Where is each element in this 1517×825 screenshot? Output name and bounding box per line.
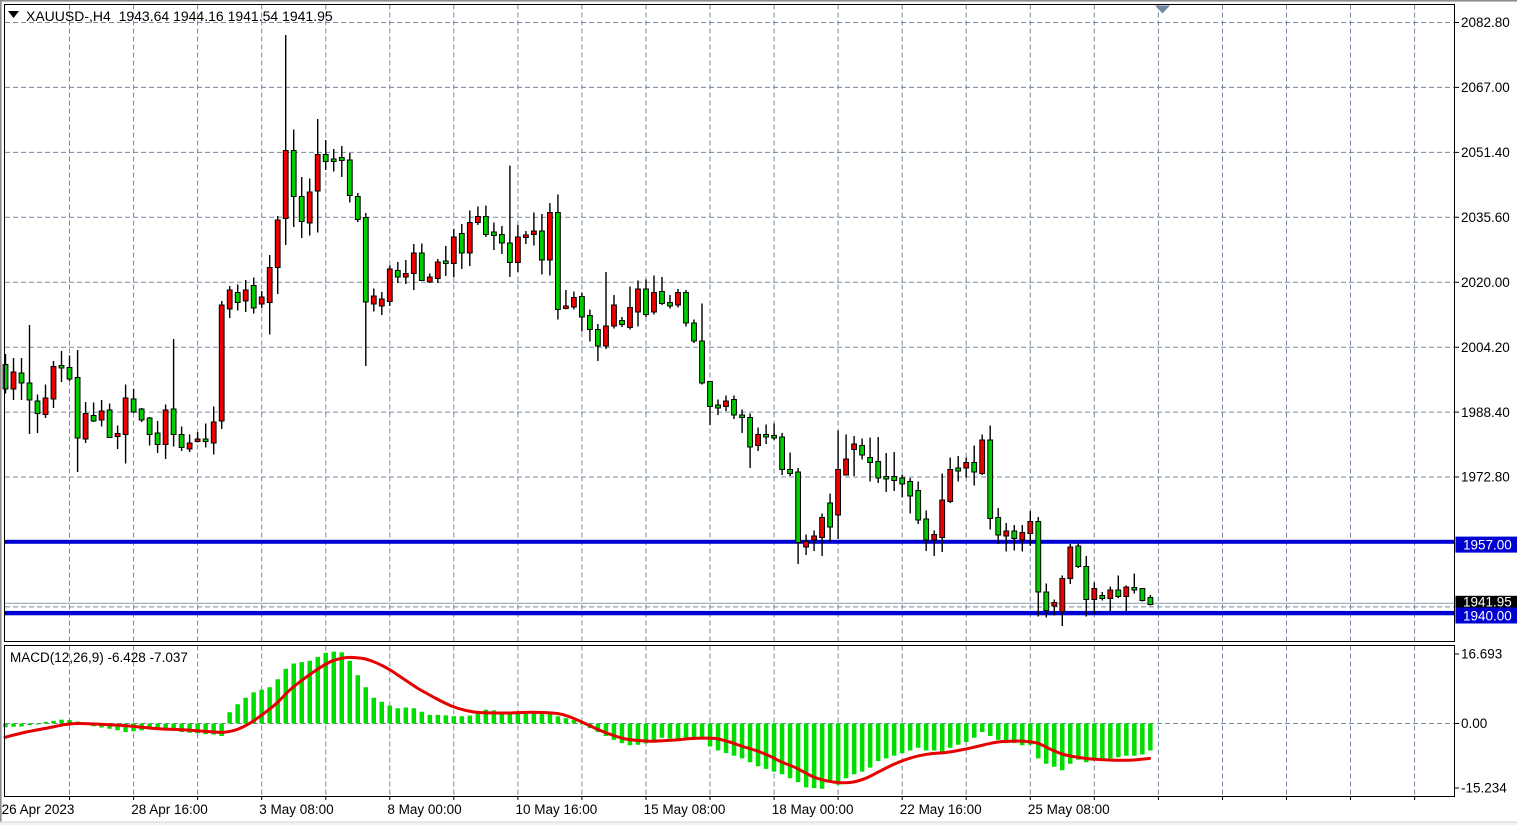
svg-text:16.693: 16.693 [1461, 647, 1502, 662]
svg-text:XAUUSD-,H4 1943.64 1944.16 19: XAUUSD-,H4 1943.64 1944.16 1941.54 1941.… [26, 8, 333, 24]
svg-text:15 May 08:00: 15 May 08:00 [644, 802, 726, 817]
svg-text:2004.20: 2004.20 [1461, 340, 1510, 355]
svg-text:2020.00: 2020.00 [1461, 275, 1510, 290]
svg-text:10 May 16:00: 10 May 16:00 [516, 802, 598, 817]
svg-text:1941.95: 1941.95 [1463, 595, 1512, 610]
svg-text:1957.00: 1957.00 [1463, 537, 1512, 552]
svg-text:1940.00: 1940.00 [1463, 608, 1512, 623]
svg-text:MACD(12,26,9) -6.428 -7.037: MACD(12,26,9) -6.428 -7.037 [10, 650, 188, 665]
svg-text:18 May 00:00: 18 May 00:00 [772, 802, 854, 817]
svg-text:25 May 08:00: 25 May 08:00 [1028, 802, 1110, 817]
svg-text:1972.80: 1972.80 [1461, 470, 1510, 485]
svg-text:2035.60: 2035.60 [1461, 210, 1510, 225]
svg-text:0.00: 0.00 [1461, 716, 1487, 731]
svg-text:22 May 16:00: 22 May 16:00 [900, 802, 982, 817]
svg-text:1988.40: 1988.40 [1461, 405, 1510, 420]
svg-text:26 Apr 2023: 26 Apr 2023 [2, 802, 75, 817]
svg-text:3 May 08:00: 3 May 08:00 [259, 802, 333, 817]
svg-text:2051.40: 2051.40 [1461, 145, 1510, 160]
svg-text:-15.234: -15.234 [1461, 781, 1507, 796]
svg-text:28 Apr 16:00: 28 Apr 16:00 [131, 802, 208, 817]
svg-text:8 May 00:00: 8 May 00:00 [387, 802, 461, 817]
svg-text:2067.00: 2067.00 [1461, 80, 1510, 95]
svg-text:2082.80: 2082.80 [1461, 15, 1510, 30]
